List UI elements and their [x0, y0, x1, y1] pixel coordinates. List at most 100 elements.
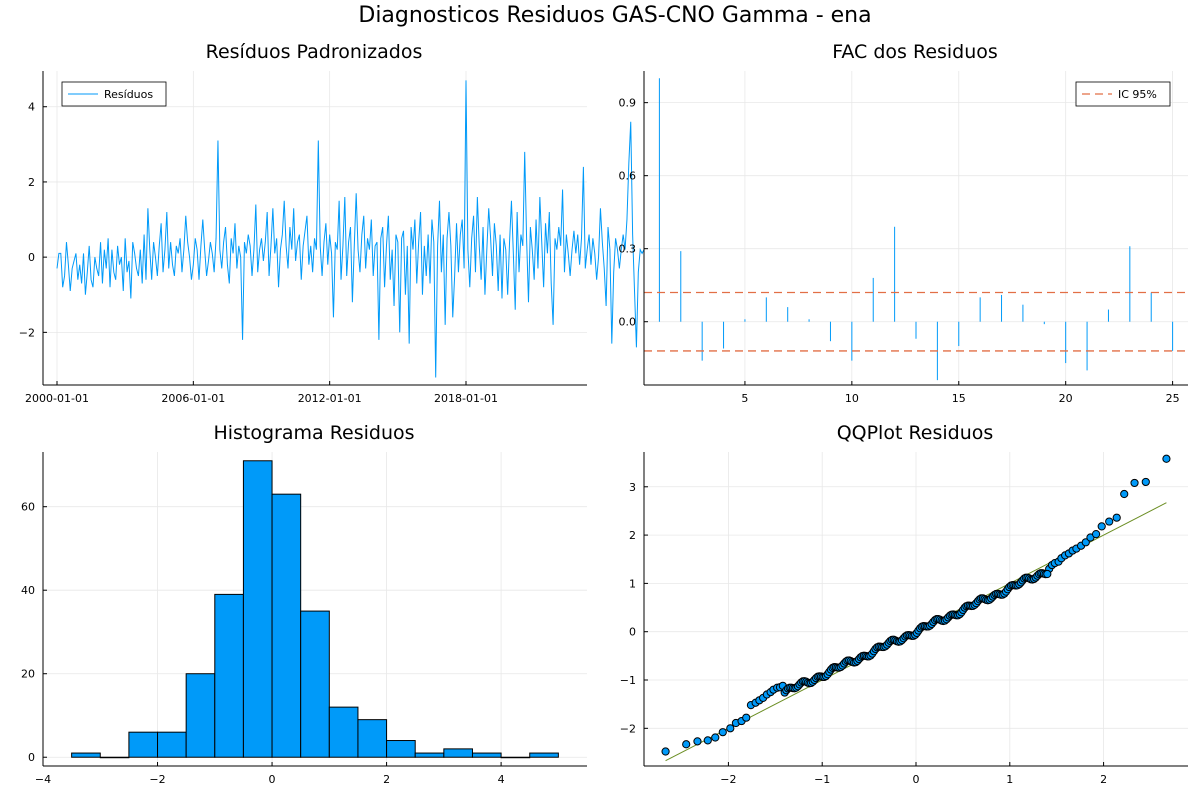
acf-y-tick-label: 0.0	[619, 316, 637, 329]
qqplot-y-tick-label: 2	[629, 529, 636, 542]
residuals-legend-label: Resíduos	[104, 88, 153, 101]
qqplot-point	[1105, 517, 1114, 526]
residuals-x-tick-label: 2018-01-01	[434, 392, 498, 405]
histogram-axes	[42, 452, 587, 767]
residuals-panel-title: Resíduos Padronizados	[206, 41, 423, 63]
qqplot-panel: QQPlot Residuos −2 −1 0 1 2 −2 −1 0 1 2 3	[620, 422, 1188, 786]
figure-title: Diagnosticos Residuos GAS-CNO Gamma - en…	[358, 3, 871, 28]
histogram-bar	[500, 756, 531, 759]
qqplot-point	[711, 733, 720, 742]
histogram-x-ticks: −4 −2 0 2 4	[35, 762, 505, 786]
histogram-bar	[185, 673, 216, 758]
histogram-x-tick-label: 4	[498, 773, 505, 786]
histogram-bar	[414, 752, 445, 758]
histogram-bar	[157, 731, 187, 758]
acf-panel-title: FAC dos Residuos	[832, 41, 998, 63]
qqplot-point	[726, 724, 735, 733]
qqplot-point	[1097, 522, 1106, 531]
qqplot-point	[742, 713, 751, 722]
qqplot-points	[661, 454, 1171, 756]
histogram-bar	[529, 752, 559, 758]
qqplot-point	[1112, 513, 1121, 522]
qqplot-y-tick-label: 3	[629, 481, 636, 494]
residuals-y-ticks: −2 0 2 4	[19, 101, 47, 339]
histogram-y-tick-label: 20	[21, 668, 35, 681]
residuals-x-ticks: 2000-01-01 2006-01-01 2012-01-01 2018-01-01	[25, 381, 498, 405]
histogram-y-ticks: 0 20 40 60	[21, 501, 47, 764]
qqplot-point	[682, 740, 691, 749]
histogram-panel-title: Histograma Residuos	[213, 422, 414, 444]
qqplot-point	[718, 728, 727, 737]
acf-y-tick-label: 0.6	[619, 170, 637, 183]
qqplot-y-tick-label: 1	[629, 577, 636, 590]
qqplot-point	[703, 736, 712, 745]
residuals-series-line	[56, 80, 645, 378]
residuals-x-tick-label: 2006-01-01	[161, 392, 225, 405]
residuals-line-panel: Resíduos Padronizados 2000-01-01 2006-01-…	[19, 41, 645, 405]
acf-x-tick-label: 10	[845, 392, 859, 405]
histogram-bar	[471, 752, 502, 758]
qqplot-x-tick-label: −2	[720, 773, 736, 786]
acf-y-tick-label: 0.9	[619, 97, 637, 110]
qqplot-x-tick-label: −1	[814, 773, 830, 786]
qqplot-x-tick-label: 1	[1006, 773, 1013, 786]
histogram-bar	[443, 748, 473, 758]
acf-y-ticks: 0.0 0.3 0.6 0.9	[619, 97, 648, 329]
qqplot-y-tick-label: −2	[620, 722, 636, 735]
histogram-bars	[71, 460, 559, 759]
acf-y-tick-label: 0.3	[619, 243, 637, 256]
histogram-x-tick-label: 0	[269, 773, 276, 786]
residuals-x-tick-label: 2012-01-01	[298, 392, 362, 405]
residuals-x-tick-label: 2000-01-01	[25, 392, 89, 405]
acf-x-ticks: 5 10 15 20 25	[741, 381, 1180, 405]
acf-legend-box	[1075, 81, 1171, 107]
acf-axes	[643, 71, 1188, 386]
qqplot-y-tick-label: 0	[629, 626, 636, 639]
residuals-grid	[43, 71, 587, 385]
qqplot-point	[1120, 489, 1129, 499]
residuals-y-tick-label: −2	[19, 326, 35, 339]
histogram-y-tick-label: 40	[21, 584, 35, 597]
qqplot-point	[1162, 454, 1171, 463]
histogram-bar	[328, 706, 359, 758]
qqplot-x-tick-label: 0	[913, 773, 920, 786]
qqplot-point	[1141, 477, 1150, 487]
qqplot-y-ticks: −2 −1 0 1 2 3	[620, 481, 648, 735]
qqplot-panel-title: QQPlot Residuos	[837, 422, 994, 444]
residuals-y-tick-label: 4	[28, 101, 35, 114]
histogram-y-tick-label: 60	[21, 501, 35, 514]
histogram-bar	[242, 460, 273, 758]
histogram-x-tick-label: −2	[149, 773, 165, 786]
histogram-bar	[386, 740, 416, 758]
acf-x-tick-label: 25	[1166, 392, 1180, 405]
histogram-bar	[271, 493, 302, 758]
qqplot-y-tick-label: −1	[620, 674, 636, 687]
histogram-panel: Histograma Residuos −4 −2 0 2 4 0 20 40 60	[21, 422, 587, 786]
acf-x-tick-label: 20	[1059, 392, 1073, 405]
qqplot-point	[1130, 478, 1139, 488]
histogram-bar	[214, 593, 244, 758]
histogram-bar	[357, 719, 388, 758]
qqplot-point	[1081, 538, 1090, 547]
acf-panel: FAC dos Residuos 5 10 15 20 25 0.00.30.60.9 …	[619, 41, 1188, 405]
acf-x-tick-label: 15	[952, 392, 966, 405]
qqplot-grid	[644, 452, 1188, 766]
histogram-bar	[300, 610, 330, 758]
histogram-bar	[128, 731, 159, 758]
acf-legend-label: IC 95%	[1118, 88, 1157, 101]
histogram-bar	[99, 756, 130, 759]
histogram-y-tick-label: 0	[28, 751, 35, 764]
qqplot-x-tick-label: 2	[1100, 773, 1107, 786]
qqplot-point	[1043, 569, 1052, 579]
histogram-x-tick-label: −4	[35, 773, 51, 786]
qqplot-point	[1091, 530, 1101, 539]
qqplot-x-ticks: −2 −1 0 1 2	[720, 762, 1107, 786]
qqplot-point	[661, 747, 670, 756]
residuals-legend: Resíduos	[61, 81, 167, 107]
residuals-y-tick-label: 0	[28, 251, 35, 264]
histogram-bar	[71, 752, 101, 758]
histogram-x-tick-label: 2	[383, 773, 390, 786]
qqplot-point	[693, 737, 702, 746]
acf-x-tick-label: 5	[741, 392, 748, 405]
